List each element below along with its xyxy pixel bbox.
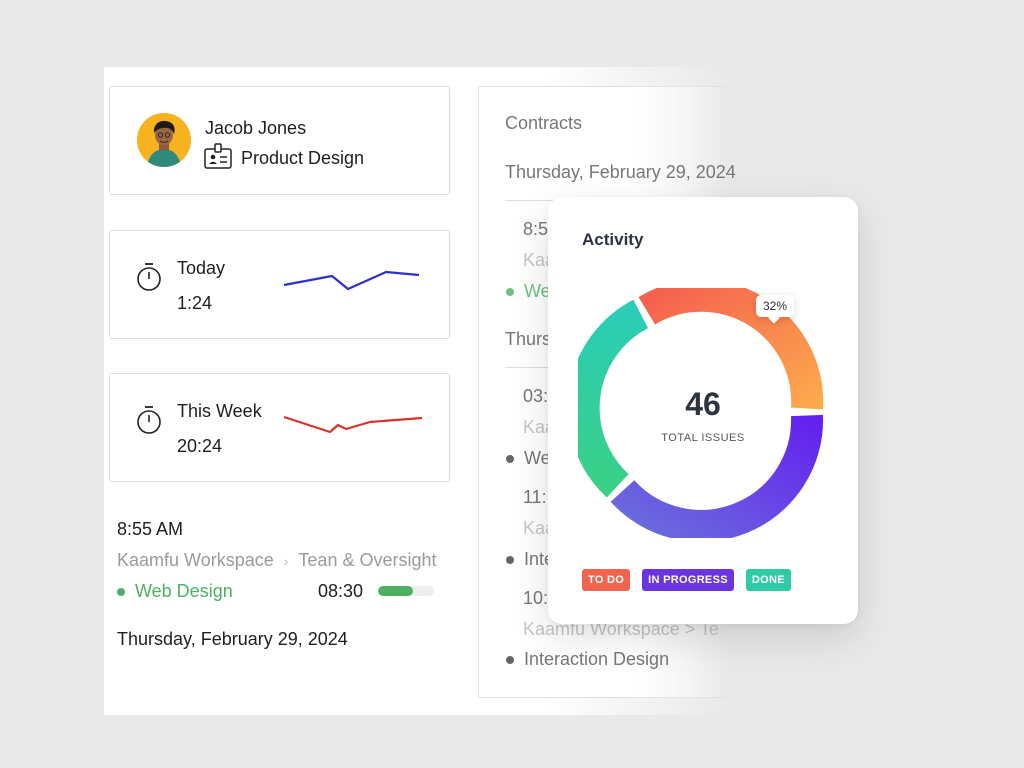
stopwatch-icon: [136, 262, 162, 297]
timer-value: 20:24: [177, 436, 223, 456]
entry-time: 8:55 AM: [117, 519, 184, 539]
activity-legend: TO DO IN PROGRESS DONE: [582, 569, 791, 591]
entry-tag-label: Web Design: [135, 581, 233, 601]
entry-breadcrumb[interactable]: Kaamfu Workspace › Tean & Oversight: [117, 550, 437, 571]
donut-segment-inprogress: [610, 414, 824, 538]
total-issues-label: TOTAL ISSUES: [661, 432, 745, 444]
divider: [505, 367, 565, 368]
contract-workspace: Kaamfu Workspace > Te: [523, 619, 719, 639]
activity-title: Activity: [582, 230, 644, 249]
activity-card: Activity 32% 46 TOTAL ISSUES TO DO I: [548, 197, 858, 624]
entry-duration: 08:30: [318, 581, 364, 601]
contract-tag[interactable]: We: [506, 448, 551, 469]
contract-tag[interactable]: We: [506, 281, 551, 302]
entry-progress-fill: [378, 586, 413, 596]
contract-tag-label: We: [524, 281, 551, 301]
contract-tag[interactable]: Inte: [506, 549, 554, 570]
contract-tag-label: Interaction Design: [524, 649, 670, 669]
id-badge-icon: [204, 143, 232, 174]
legend-in-progress[interactable]: IN PROGRESS: [642, 569, 734, 591]
donut-tooltip: 32%: [756, 295, 795, 317]
legend-done[interactable]: DONE: [745, 569, 791, 591]
entry-project[interactable]: Tean & Oversight: [298, 550, 437, 570]
contracts-date-2: Thurs: [505, 329, 552, 349]
profile-role: Product Design: [241, 148, 365, 168]
contract-tag[interactable]: Interaction Design: [506, 649, 669, 670]
entry-tag[interactable]: Web Design: [117, 581, 233, 602]
stopwatch-icon: [136, 405, 162, 440]
divider: [505, 200, 565, 201]
contracts-title: Contracts: [505, 113, 583, 133]
contracts-date: Thursday, February 29, 2024: [505, 162, 736, 182]
contract-workspace: Kaa: [523, 250, 556, 270]
status-dot-icon: [117, 587, 125, 596]
sparkline-today: [283, 270, 420, 291]
contract-tag-label: Inte: [524, 549, 555, 569]
timer-value: 1:24: [177, 293, 213, 313]
avatar: [137, 113, 191, 167]
timer-card-today[interactable]: Today 1:24: [109, 230, 450, 339]
entry-progress-bar: [378, 586, 434, 596]
sparkline-week: [283, 415, 423, 434]
contract-time: 10:: [523, 588, 549, 608]
status-dot-icon: [506, 454, 514, 463]
legend-todo[interactable]: TO DO: [582, 569, 631, 591]
entry-workspace[interactable]: Kaamfu Workspace: [117, 550, 274, 570]
contract-tag-label: We: [524, 448, 551, 468]
status-dot-icon: [506, 655, 514, 664]
chevron-right-icon: ›: [283, 552, 289, 569]
profile-role-row: Product Design: [204, 143, 364, 174]
status-dot-icon: [506, 287, 514, 296]
contract-workspace: Kaa: [523, 518, 556, 538]
contract-time: 8:5: [523, 219, 549, 239]
profile-name: Jacob Jones: [205, 118, 307, 138]
donut-segment-done: [578, 299, 649, 498]
total-issues-count: 46: [685, 386, 721, 422]
contract-workspace: Kaa: [523, 417, 556, 437]
timer-label: This Week: [177, 401, 262, 421]
timer-card-week[interactable]: This Week 20:24: [109, 373, 450, 482]
entry-date: Thursday, February 29, 2024: [117, 629, 348, 649]
contract-time: 11:: [523, 487, 547, 507]
profile-card[interactable]: Jacob Jones Product Design: [109, 86, 450, 195]
timer-label: Today: [177, 258, 226, 278]
contract-time: 03:: [523, 386, 549, 406]
status-dot-icon: [506, 555, 514, 564]
